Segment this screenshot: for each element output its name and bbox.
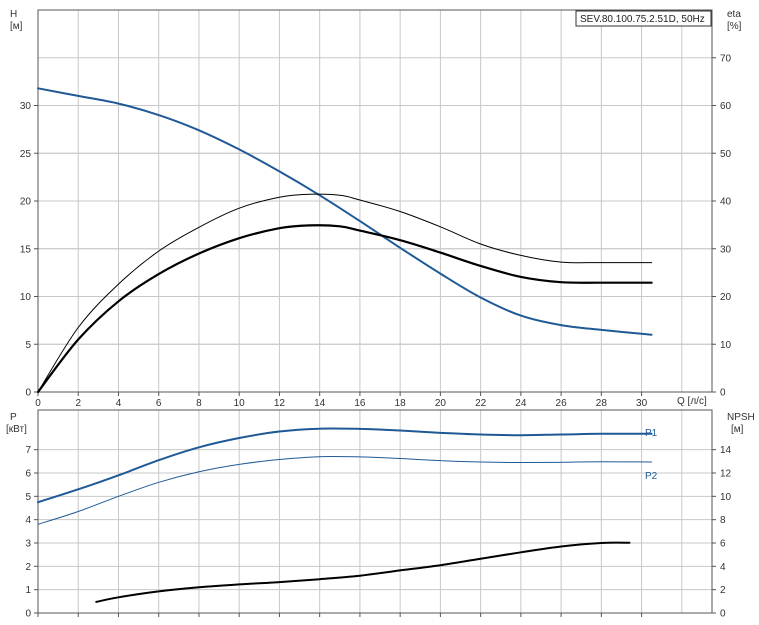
y-right-tick-label: 10	[720, 340, 732, 351]
y-left-tick-label: 10	[20, 292, 32, 303]
p2-power-curve	[37, 455, 653, 525]
legend-box-frame	[575, 10, 712, 27]
x-tick-label: 28	[596, 398, 608, 409]
head-axis-unit: [м]	[10, 21, 23, 32]
bottom-series	[37, 427, 653, 603]
y-left-tick-label: 7	[25, 445, 31, 456]
y-right-tick-label: 4	[720, 562, 726, 573]
y-right-tick-label: 8	[720, 515, 726, 526]
top-y-left-ticks: 0 5 10 15 20 25 30	[20, 101, 38, 399]
p1-power-curve	[37, 427, 653, 504]
x-tick-label: 26	[556, 398, 568, 409]
y-right-tick-label: 0	[720, 609, 726, 620]
bottom-plot-frame	[37, 409, 713, 614]
y-right-tick-label: 0	[720, 388, 726, 399]
y-left-tick-label: 15	[20, 244, 32, 255]
top-grid	[38, 10, 712, 392]
power-axis-unit: [кВт]	[6, 424, 27, 435]
x-tick-label: 10	[234, 398, 246, 409]
y-right-tick-label: 12	[720, 469, 732, 480]
eta-axis-label: eta	[727, 9, 741, 20]
y-right-tick-label: 2	[720, 585, 726, 596]
bottom-x-ticks	[37, 613, 643, 617]
x-tick-label: 30	[636, 398, 648, 409]
y-left-tick-label: 6	[25, 469, 31, 480]
head-axis-label: H	[10, 9, 17, 20]
x-tick-label: 24	[515, 398, 527, 409]
p1-series-label: P1	[645, 428, 658, 439]
x-tick-label: 0	[35, 398, 41, 409]
x-tick-label: 12	[274, 398, 286, 409]
p2-series-label: P2	[645, 471, 658, 482]
top-series	[36, 87, 653, 394]
head-curve	[37, 87, 653, 336]
x-tick-label: 18	[395, 398, 407, 409]
top-x-ticks: 0 2 4 6 8 10 12 14 16 18 20 22 24 26 28 30	[35, 392, 648, 409]
legend-box-text: SEV.80.100.75.2.51D, 50Hz	[580, 14, 705, 25]
x-tick-label: 8	[196, 398, 202, 409]
efficiency-curve-outer	[37, 193, 653, 393]
x-tick-label: 4	[116, 398, 122, 409]
y-left-tick-label: 2	[25, 562, 31, 573]
x-tick-label: 6	[156, 398, 162, 409]
y-left-tick-label: 0	[25, 609, 31, 620]
bottom-y-left-ticks: 0 1 2 3 4 5 6 7	[25, 445, 38, 620]
top-y-right-ticks: 0 10 20 30 40 50 60 70	[712, 53, 732, 399]
y-right-tick-label: 10	[720, 492, 732, 503]
power-axis-label: P	[10, 412, 17, 423]
x-tick-label: 14	[314, 398, 326, 409]
eta-axis-unit: [%]	[727, 21, 742, 32]
y-left-tick-label: 0	[25, 388, 31, 399]
y-left-tick-label: 30	[20, 101, 32, 112]
y-left-tick-label: 5	[25, 492, 31, 503]
y-left-tick-label: 4	[25, 515, 31, 526]
top-chart: 0 2 4 6 8 10 12 14 16 18 20 22 24 26 28 30 051015202530…	[10, 9, 742, 409]
npsh-curve	[95, 541, 631, 603]
y-right-tick-label: 50	[720, 149, 732, 160]
legend-box: SEV.80.100.75.2.51D, 50Hz	[575, 10, 712, 27]
y-right-tick-label: 30	[720, 244, 732, 255]
efficiency-curve-inner	[36, 224, 653, 394]
y-left-tick-label: 3	[25, 539, 31, 550]
x-tick-label: 22	[475, 398, 487, 409]
y-right-tick-label: 6	[720, 539, 726, 550]
npsh-axis-label: NPSH	[727, 412, 755, 423]
y-left-tick-label: 5	[25, 340, 31, 351]
flow-axis-label: Q [л/с]	[677, 396, 707, 407]
y-left-tick-label: 25	[20, 149, 32, 160]
bottom-grid	[38, 410, 712, 613]
y-right-tick-label: 40	[720, 197, 732, 208]
y-right-tick-label: 60	[720, 101, 732, 112]
y-right-tick-label: 70	[720, 53, 732, 64]
y-left-tick-label: 1	[25, 585, 31, 596]
y-right-tick-label: 20	[720, 292, 732, 303]
x-tick-label: 16	[354, 398, 366, 409]
y-right-tick-label: 14	[720, 445, 732, 456]
bottom-y-right-ticks: 0 2 4 6 8 10 12 14	[712, 445, 732, 620]
x-tick-label: 2	[75, 398, 81, 409]
y-left-tick-label: 20	[20, 197, 32, 208]
x-tick-label: 20	[435, 398, 447, 409]
npsh-axis-unit: [м]	[731, 424, 744, 435]
